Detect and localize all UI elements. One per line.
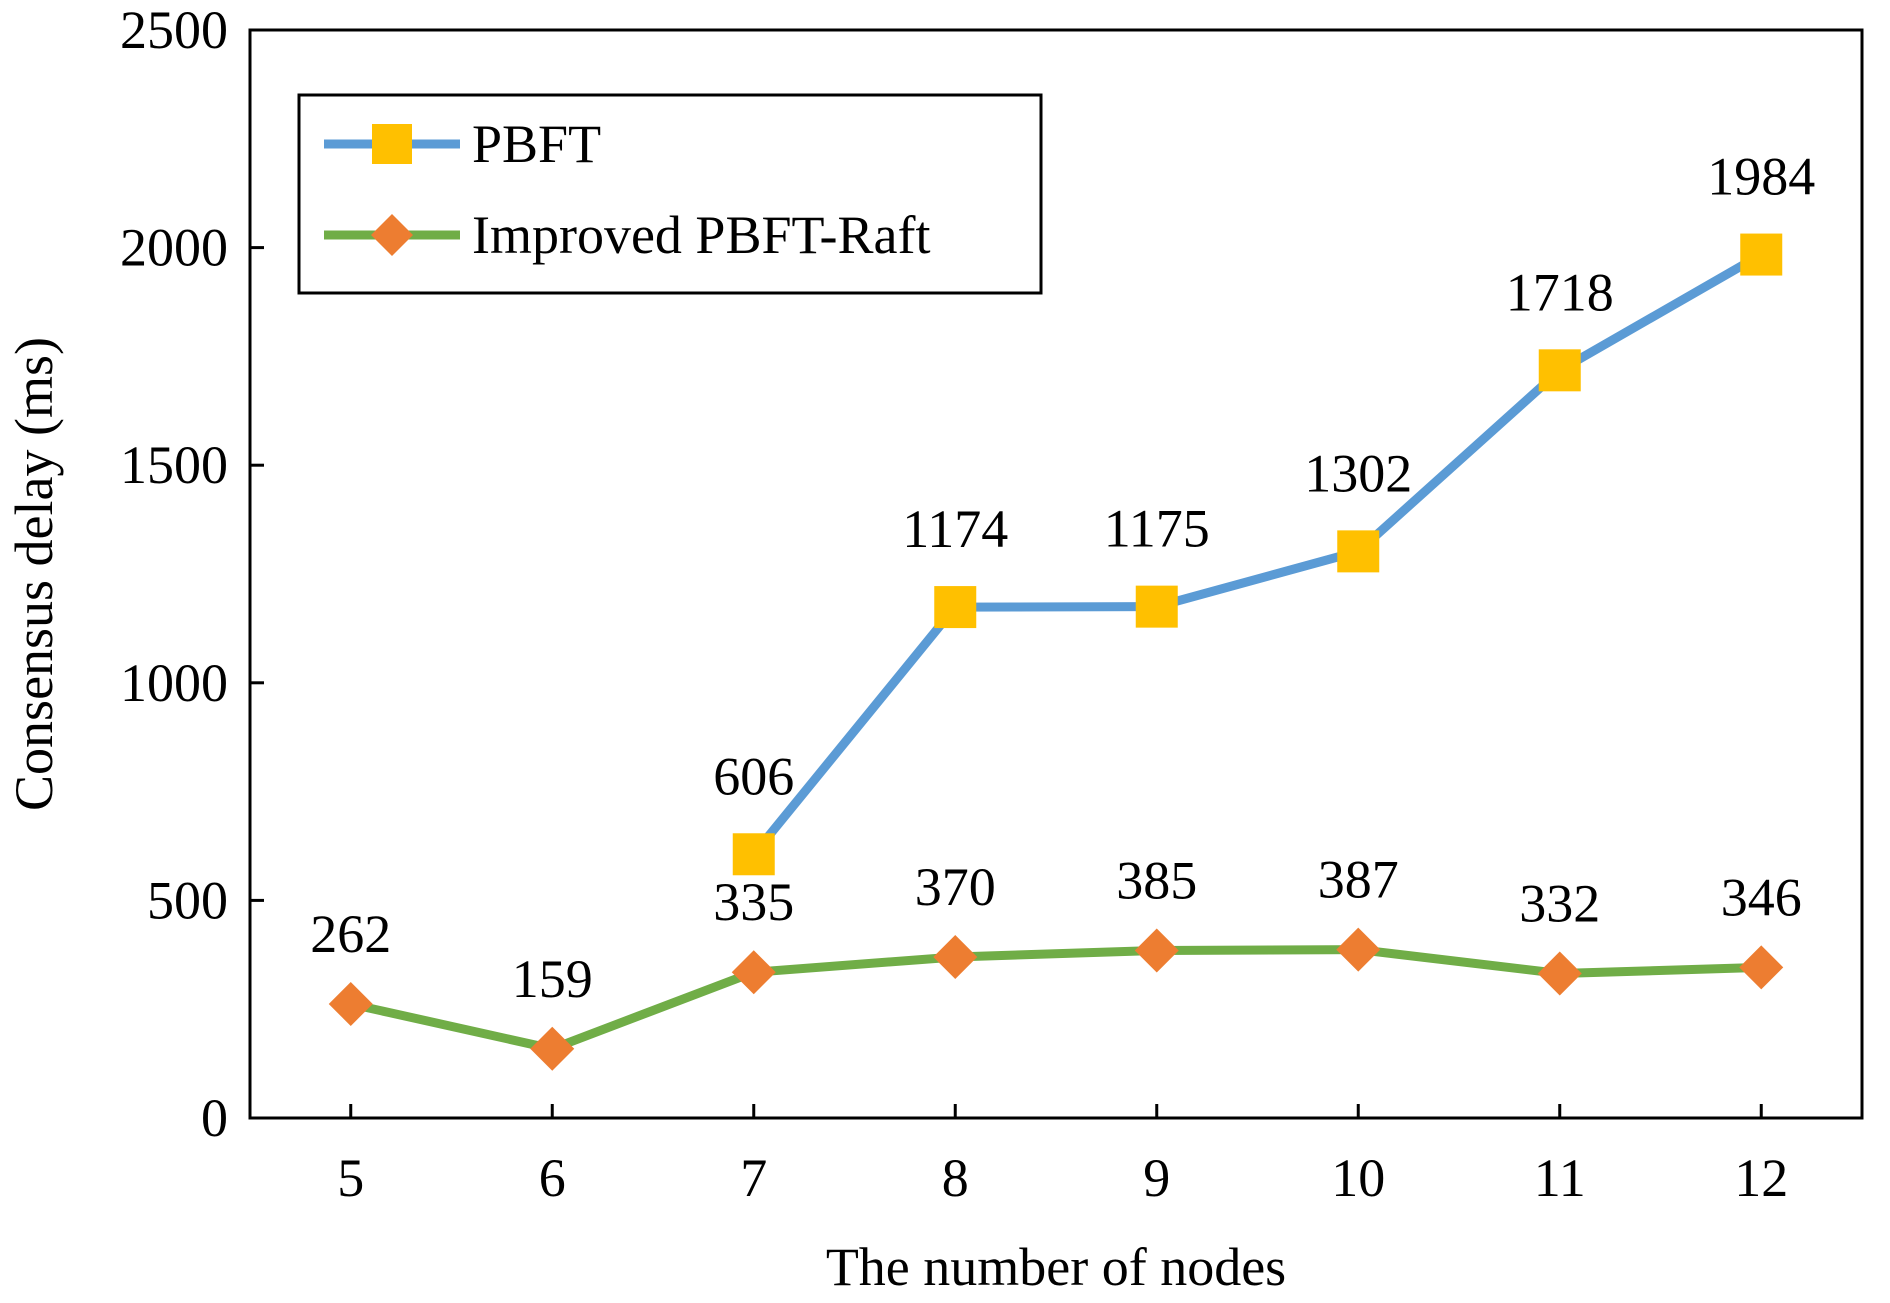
legend: PBFT Improved PBFT-Raft [297,93,1043,295]
data-label: 606 [713,746,794,806]
legend-label: PBFT [472,114,601,174]
series-improved-pbft-raft [328,927,1784,1071]
x-tick-label: 8 [942,1148,969,1208]
y-tick-label: 1500 [120,435,228,495]
series-line [750,250,1764,858]
x-tick-label: 12 [1734,1148,1788,1208]
data-label: 332 [1519,874,1600,934]
legend-label: Improved PBFT-Raft [472,205,931,265]
data-point [1337,530,1380,573]
data-point [1336,927,1381,972]
data-label: 370 [915,857,996,917]
data-label: 262 [310,904,391,964]
legend-marker [371,214,413,256]
data-label: 159 [512,949,593,1009]
data-point [328,981,373,1026]
series-layer [328,233,1784,1071]
data-point [1134,928,1179,973]
legend-item: Improved PBFT-Raft [324,205,931,265]
data-label: 385 [1116,850,1197,910]
data-point [1740,233,1783,276]
x-tick-label: 7 [740,1148,767,1208]
legend-marker [372,124,412,164]
plot-frame [248,28,1864,1120]
data-point [1135,585,1178,628]
legend-item: PBFT [324,114,601,174]
y-tick-label: 500 [147,870,228,930]
x-tick-label: 9 [1143,1148,1170,1208]
x-tick-label: 10 [1331,1148,1385,1208]
data-point [1538,349,1581,392]
x-tick-label: 5 [337,1148,364,1208]
y-tick-label: 1000 [120,653,228,713]
data-point [1537,951,1582,996]
data-labels: 606 1174 1175 1302 1718 1984 262 159 335 370 385 38… [310,147,1815,1009]
data-label: 1174 [902,499,1008,559]
series-line [349,945,1762,1054]
data-label: 1718 [1506,262,1614,322]
axes: 0 500 1000 1500 2000 2500 5 6 7 8 9 10 11 12 [120,0,1864,1208]
data-point [934,586,977,629]
data-point [1739,945,1784,990]
data-label: 387 [1318,850,1399,910]
data-label: 346 [1721,867,1802,927]
data-point [732,833,775,876]
data-label: 335 [713,872,794,932]
y-axis-title: Consensus delay (ms) [4,337,64,811]
data-point [731,950,776,995]
y-tick-label: 2500 [120,0,228,60]
data-point [530,1026,575,1071]
x-tick-label: 11 [1534,1148,1586,1208]
series-pbft [732,233,1783,876]
x-tick-label: 6 [539,1148,566,1208]
y-tick-label: 2000 [120,218,228,278]
data-label: 1984 [1707,147,1815,207]
y-tick-label: 0 [201,1088,228,1148]
data-label: 1175 [1104,499,1210,559]
legend-box [297,93,1043,295]
data-point [933,934,978,979]
data-label: 1302 [1304,443,1412,503]
x-axis-title: The number of nodes [826,1237,1286,1297]
